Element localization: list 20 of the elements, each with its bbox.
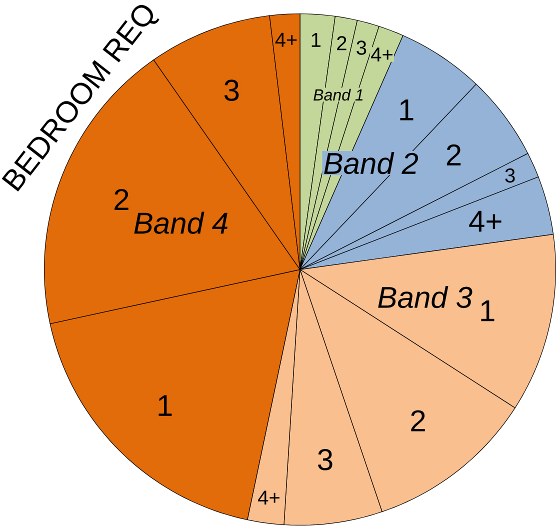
legend-label: 2 xyxy=(446,144,461,166)
slice-label: 3 xyxy=(356,40,366,56)
slice-label: 3 xyxy=(505,168,515,183)
slice-label: 3 xyxy=(224,80,239,102)
slice-label: 4+ xyxy=(469,211,502,232)
slice-label: 4+ xyxy=(275,33,297,47)
slice-label: 1 xyxy=(312,33,320,48)
slice-label: 3 xyxy=(318,449,332,471)
slice-label: 1 xyxy=(158,395,172,416)
slice-label: 1 xyxy=(481,300,494,322)
slice-label: 1 xyxy=(400,100,414,120)
slice-label: 4+ xyxy=(258,490,280,505)
text: Band 4 xyxy=(134,212,228,234)
text: Band 2 xyxy=(324,152,418,174)
slice-label: 2 xyxy=(411,410,425,432)
slice-label: 2 xyxy=(337,36,346,50)
slice-label: 2 xyxy=(114,189,128,210)
slice-label: 4+ xyxy=(371,48,392,62)
text: Band 1 xyxy=(314,89,363,101)
text: Band 3 xyxy=(378,286,472,308)
